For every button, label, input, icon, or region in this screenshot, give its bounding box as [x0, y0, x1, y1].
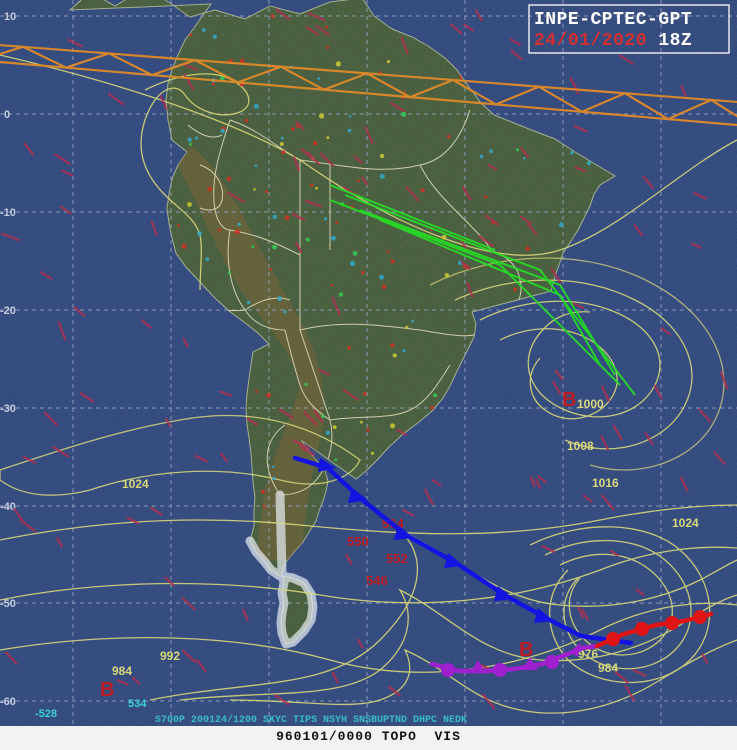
svg-text:10: 10 [4, 11, 16, 23]
svg-text:992: 992 [160, 649, 180, 663]
svg-text:1008: 1008 [567, 439, 594, 453]
svg-text:-60: -60 [0, 696, 16, 708]
svg-text:1000: 1000 [577, 397, 604, 411]
svg-text:INPE-CPTEC-GPT: INPE-CPTEC-GPT [534, 10, 692, 30]
svg-text:24/01/2020 18Z: 24/01/2020 18Z [534, 31, 692, 51]
svg-text:-528: -528 [35, 708, 57, 720]
svg-text:1024: 1024 [122, 477, 149, 491]
svg-text:-20: -20 [0, 305, 16, 317]
svg-text:984: 984 [112, 664, 132, 678]
svg-text:S700P 200124/1200 SKYC TIPS N: S700P 200124/1200 SKYC TIPS NSYH SNSBUPT… [155, 714, 467, 726]
svg-text:-10: -10 [0, 207, 16, 219]
svg-text:-40: -40 [0, 501, 16, 513]
svg-text:1016: 1016 [592, 476, 619, 490]
svg-text:-30: -30 [0, 403, 16, 415]
svg-text:550: 550 [347, 534, 369, 549]
svg-text:552: 552 [386, 551, 408, 566]
svg-text:B: B [519, 639, 533, 661]
svg-text:1024: 1024 [672, 516, 699, 530]
svg-text:B: B [100, 679, 114, 701]
svg-text:B: B [562, 389, 576, 411]
svg-text:534: 534 [128, 698, 147, 710]
svg-text:546: 546 [366, 573, 388, 588]
svg-text:0: 0 [4, 109, 10, 121]
